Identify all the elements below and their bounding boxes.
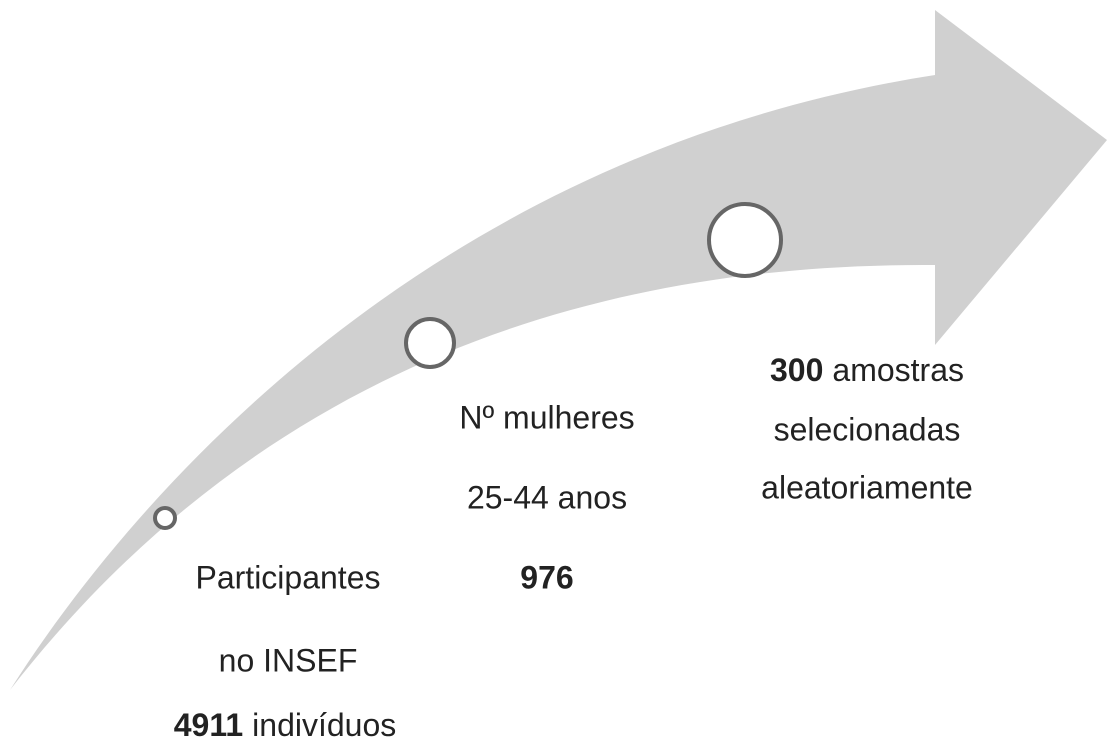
count-text: indivíduos [252, 707, 396, 743]
count: 976 [520, 559, 573, 595]
arrow [10, 10, 1107, 690]
milestone [707, 202, 783, 278]
milestone [153, 506, 177, 530]
step-count: 300 amostras [770, 352, 964, 388]
step-line: selecionadas [774, 411, 961, 447]
step-line: 25-44 anos [467, 479, 627, 515]
step-line: Nº mulheres [459, 399, 634, 435]
milestone [404, 317, 456, 369]
count: 4911 [174, 707, 243, 743]
step-count: 4911 indivíduos [174, 707, 397, 743]
step-line: aleatoriamente [761, 469, 973, 505]
step-line: no INSEF [219, 642, 358, 678]
count: 300 [770, 352, 823, 388]
count-text: amostras [832, 352, 964, 388]
step-line: Participantes [196, 559, 381, 595]
